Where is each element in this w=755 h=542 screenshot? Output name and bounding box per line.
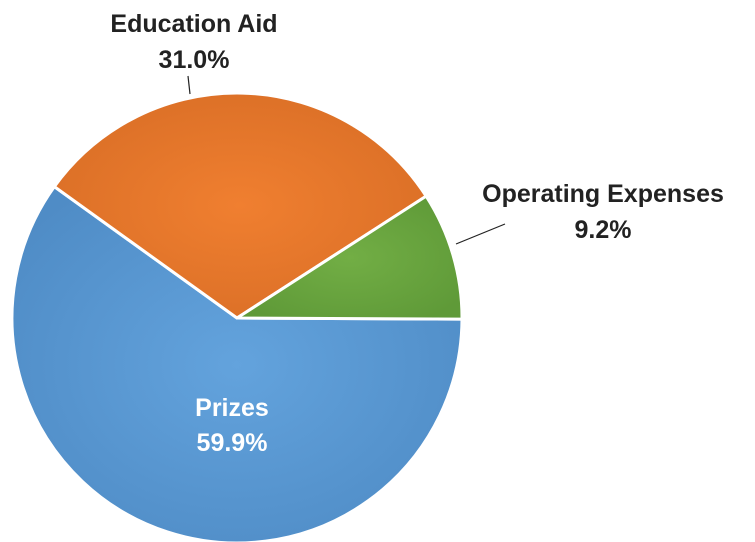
slice-value-education-aid: 31.0%: [159, 46, 230, 74]
pie-slice-operating-expenses: [235, 194, 464, 321]
leader-line-education-aid: [187, 75, 191, 95]
leader-line-operating-expenses: [455, 223, 506, 245]
slice-value-prizes: 59.9%: [197, 429, 268, 457]
slice-label-operating-expenses: Operating Expenses: [482, 180, 724, 208]
pie-slice-prizes: [10, 185, 464, 542]
slice-label-education-aid: Education Aid: [110, 10, 277, 38]
data-labels: Prizes 59.9% Education Aid 31.0% Operati…: [110, 10, 723, 457]
pie-slices: [10, 91, 464, 542]
leader-lines: [187, 75, 506, 245]
pie-slice-education-aid: [52, 91, 428, 320]
slice-label-prizes: Prizes: [195, 394, 269, 422]
slice-value-operating-expenses: 9.2%: [575, 216, 632, 244]
